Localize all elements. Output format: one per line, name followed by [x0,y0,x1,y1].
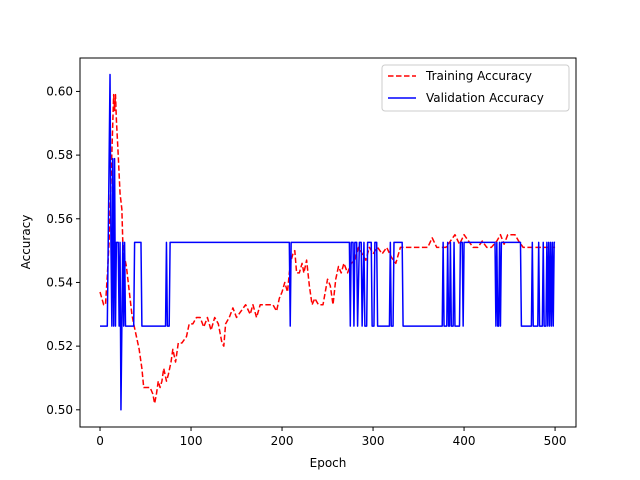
y-tick-label: 0.58 [46,148,73,162]
y-tick-label: 0.56 [46,212,73,226]
x-tick-label: 100 [180,434,203,448]
y-tick-label: 0.52 [46,339,73,353]
x-tick-label: 300 [362,434,385,448]
y-tick-label: 0.50 [46,403,73,417]
x-tick-label: 500 [544,434,567,448]
legend: Training Accuracy Validation Accuracy [381,64,570,112]
plot-frame [79,57,577,428]
legend-box [381,64,570,112]
series-layer [99,73,556,411]
ticks-layer: 0 100 200 300 400 500 0.50 0.52 0.54 0.56 0.58 0.60 [46,84,566,448]
x-tick-label: 400 [453,434,476,448]
y-tick-label: 0.60 [46,84,73,98]
legend-label-training: Training Accuracy [425,69,532,83]
x-tick-label: 200 [271,434,294,448]
y-axis-title: Accuracy [19,215,33,270]
validation-accuracy-line [100,73,556,411]
x-axis-title: Epoch [310,456,347,470]
legend-label-validation: Validation Accuracy [426,91,544,105]
y-tick-label: 0.54 [46,275,73,289]
x-tick-label: 0 [96,434,104,448]
